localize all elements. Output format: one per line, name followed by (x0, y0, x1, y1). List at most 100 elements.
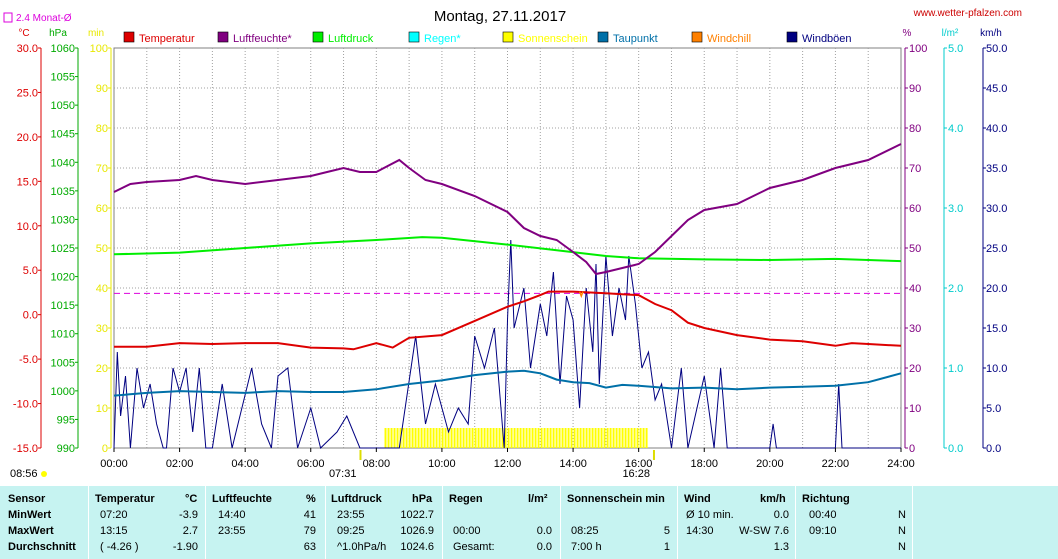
humidity-line (113, 143, 902, 276)
sunshine-bar (549, 428, 552, 448)
sunshine-bar (450, 428, 453, 448)
wind-axis-tick-label: 35.0 (986, 163, 1007, 175)
table-cell-w-time: 14:30 (686, 525, 714, 537)
pressure-axis-tick-label: 1040 (51, 157, 75, 169)
hdr-wind: Wind (684, 493, 711, 505)
legend-swatch (786, 31, 798, 43)
legend-group: Temperatur Luftfeuchte* Luftdruck Regen* Son… (123, 31, 852, 45)
table-cell-d-time: 00:40 (809, 509, 837, 521)
x-tick-label: 16:00 (625, 458, 653, 470)
sunshine-bar (480, 428, 483, 448)
sunshine-bar (477, 428, 480, 448)
table-cell-t-val: -1.90 (172, 541, 198, 553)
table-cell-h-val: 79 (303, 525, 316, 537)
sunshine-bar (591, 428, 594, 448)
sunshine-bar (387, 428, 390, 448)
sunshine-bar (606, 428, 609, 448)
table-divider (205, 486, 206, 559)
wind-axis-tick-label: 40.0 (986, 123, 1007, 135)
table-cell-w-val: 1.3 (773, 541, 789, 553)
rain-axis-unit: l/m² (942, 28, 959, 39)
table-cell-p-val: 1024.6 (400, 541, 434, 553)
humidity-axis-tick-label: 30 (909, 323, 921, 335)
legend-label: Taupunkt (613, 33, 658, 45)
x-tick-label: 18:00 (690, 458, 718, 470)
sunshine-bar (465, 428, 468, 448)
table-divider (912, 486, 913, 559)
humidity-axis-tick-label: 100 (909, 43, 927, 55)
temp-axis-tick-label: 15.0 (17, 176, 38, 188)
sunshine-bar (474, 428, 477, 448)
x-tick-label: 20:00 (756, 458, 784, 470)
sunshine-bar (435, 428, 438, 448)
table-divider (795, 486, 796, 559)
pressure-axis-tick-label: 1025 (51, 243, 75, 255)
sunshine-bar (417, 428, 420, 448)
sunshine-bar (510, 428, 513, 448)
temp-axis-tick-label: 0.0 (23, 310, 38, 322)
sunshine-bar (429, 428, 432, 448)
minutes-axis-unit: min (88, 28, 104, 39)
sunshine-bar (516, 428, 519, 448)
minutes-axis-tick-label: 40 (96, 283, 108, 295)
sunshine-bar (423, 428, 426, 448)
minutes-axis-tick-label: 60 (96, 203, 108, 215)
x-tick-label: 22:00 (822, 458, 850, 470)
gusts-line (113, 239, 901, 449)
legend-swatch (502, 31, 514, 43)
table-cell-d-val: N (898, 509, 906, 521)
sunshine-bar (537, 428, 540, 448)
legend-label: Luftfeuchte* (233, 33, 292, 45)
sunshine-bar (420, 428, 423, 448)
windchill-line (578, 291, 584, 299)
hdr-rain-unit: l/m² (528, 493, 548, 505)
table-divider (677, 486, 678, 559)
minutes-axis-tick-label: 30 (96, 323, 108, 335)
hdr-rain: Regen (449, 493, 483, 505)
sunshine-bar (630, 428, 633, 448)
sunshine-bar (483, 428, 486, 448)
minutes-axis-tick-label: 100 (90, 43, 108, 55)
hdr-temp: Temperatur (95, 493, 155, 505)
sunshine-bar (633, 428, 636, 448)
sunshine-bar (459, 428, 462, 448)
table-cell-p-time: 23:55 (337, 509, 365, 521)
sunshine-bar (573, 428, 576, 448)
corner-time: 08:56 (10, 468, 38, 480)
sunshine-bar (486, 428, 489, 448)
table-cell-h-time: 14:40 (218, 509, 246, 521)
dewpoint-line (113, 369, 902, 397)
axes-group: °C 30.0 25.0 20.0 15.0 10.0 5.0 0.0 -5.0 -10.0 -15… (13, 28, 1008, 455)
sunshine-bar (504, 428, 507, 448)
sunshine-bar (558, 428, 561, 448)
sunshine-bar (438, 428, 441, 448)
sunshine-bar (582, 428, 585, 448)
humidity-axis-tick-label: 50 (909, 243, 921, 255)
sunshine-bar (621, 428, 624, 448)
sunshine-bar (393, 428, 396, 448)
x-tick-label: 00:00 (100, 458, 128, 470)
sunshine-bar (600, 428, 603, 448)
rain-axis-tick-label: 3.0 (948, 203, 963, 215)
minutes-axis-tick-label: 70 (96, 163, 108, 175)
plot-group (113, 143, 902, 449)
x-tick-label: 24:00 (887, 458, 915, 470)
table-cell-d-val: N (898, 541, 906, 553)
table-cell-p-val: 1022.7 (400, 509, 434, 521)
x-tick-label: 06:00 (297, 458, 325, 470)
sunshine-bar (498, 428, 501, 448)
table-divider (88, 486, 89, 559)
hdr-press-unit: hPa (412, 493, 433, 505)
sunshine-bar (384, 428, 387, 448)
legend-label: Temperatur (139, 33, 195, 45)
legend-swatch (123, 31, 135, 43)
temp-axis-unit: °C (18, 28, 29, 39)
table-cell-t-val: -3.9 (179, 509, 198, 521)
avg-marker-icon (3, 12, 13, 23)
minutes-axis-tick-label: 90 (96, 83, 108, 95)
rain-axis-tick-label: 1.0 (948, 363, 963, 375)
sunshine-bar (567, 428, 570, 448)
legend-label: Windchill (707, 33, 751, 45)
sunshine-bar (624, 428, 627, 448)
minutes-axis-tick-label: 20 (96, 363, 108, 375)
